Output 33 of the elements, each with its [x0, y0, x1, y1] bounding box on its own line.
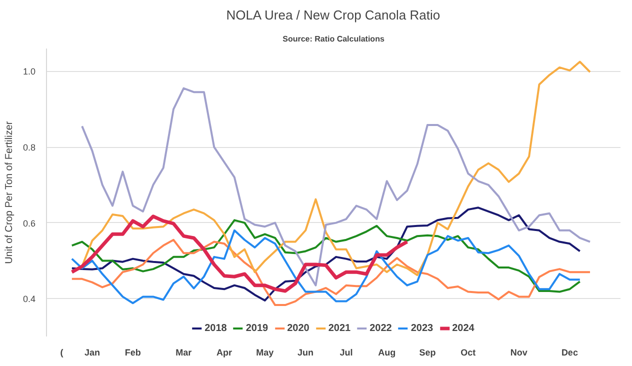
- line-series: [70, 238, 592, 306]
- x-tick-label: Jul: [340, 348, 353, 358]
- y-tick-label: 0.8: [22, 142, 36, 153]
- y-tick-label: 0.4: [22, 294, 36, 304]
- x-tick-label: Mar: [176, 348, 192, 358]
- x-tick-label: Sep: [419, 348, 436, 358]
- legend-label: 2019: [246, 322, 268, 334]
- y-axis-title: Unit of Crop Per Ton of Fertilizer: [4, 120, 15, 264]
- line-series: [81, 87, 592, 286]
- x-tick-label: May: [256, 348, 274, 358]
- legend-label: 2023: [410, 322, 434, 334]
- y-tick-label: 0.6: [22, 218, 36, 228]
- x-tick-label: Jan: [84, 348, 100, 358]
- line-series: [70, 219, 581, 293]
- legend-label: 2018: [204, 322, 227, 334]
- line-series: [70, 214, 409, 293]
- y-tick-label: 1.0: [22, 66, 36, 77]
- legend-label: 2021: [328, 322, 351, 334]
- chart-subtitle: Source: Ratio Calculations: [282, 34, 385, 44]
- x-tick-label: Jun: [298, 348, 314, 358]
- legend-label: 2024: [452, 322, 474, 334]
- x-tick-label: Nov: [510, 348, 528, 358]
- x-tick-label: Oct: [460, 348, 476, 358]
- x-tick-label: Dec: [561, 348, 578, 358]
- x-tick-label: (: [60, 348, 64, 358]
- x-tick-label: Aug: [378, 348, 396, 358]
- legend-label: 2020: [287, 322, 310, 334]
- line-series: [70, 229, 581, 304]
- chart-title: NOLA Urea / New Crop Canola Ratio: [226, 8, 440, 22]
- legend-label: 2022: [370, 322, 392, 334]
- line-series: [70, 206, 581, 302]
- x-tick-label: Apr: [216, 348, 233, 358]
- x-tick-label: Feb: [124, 348, 142, 358]
